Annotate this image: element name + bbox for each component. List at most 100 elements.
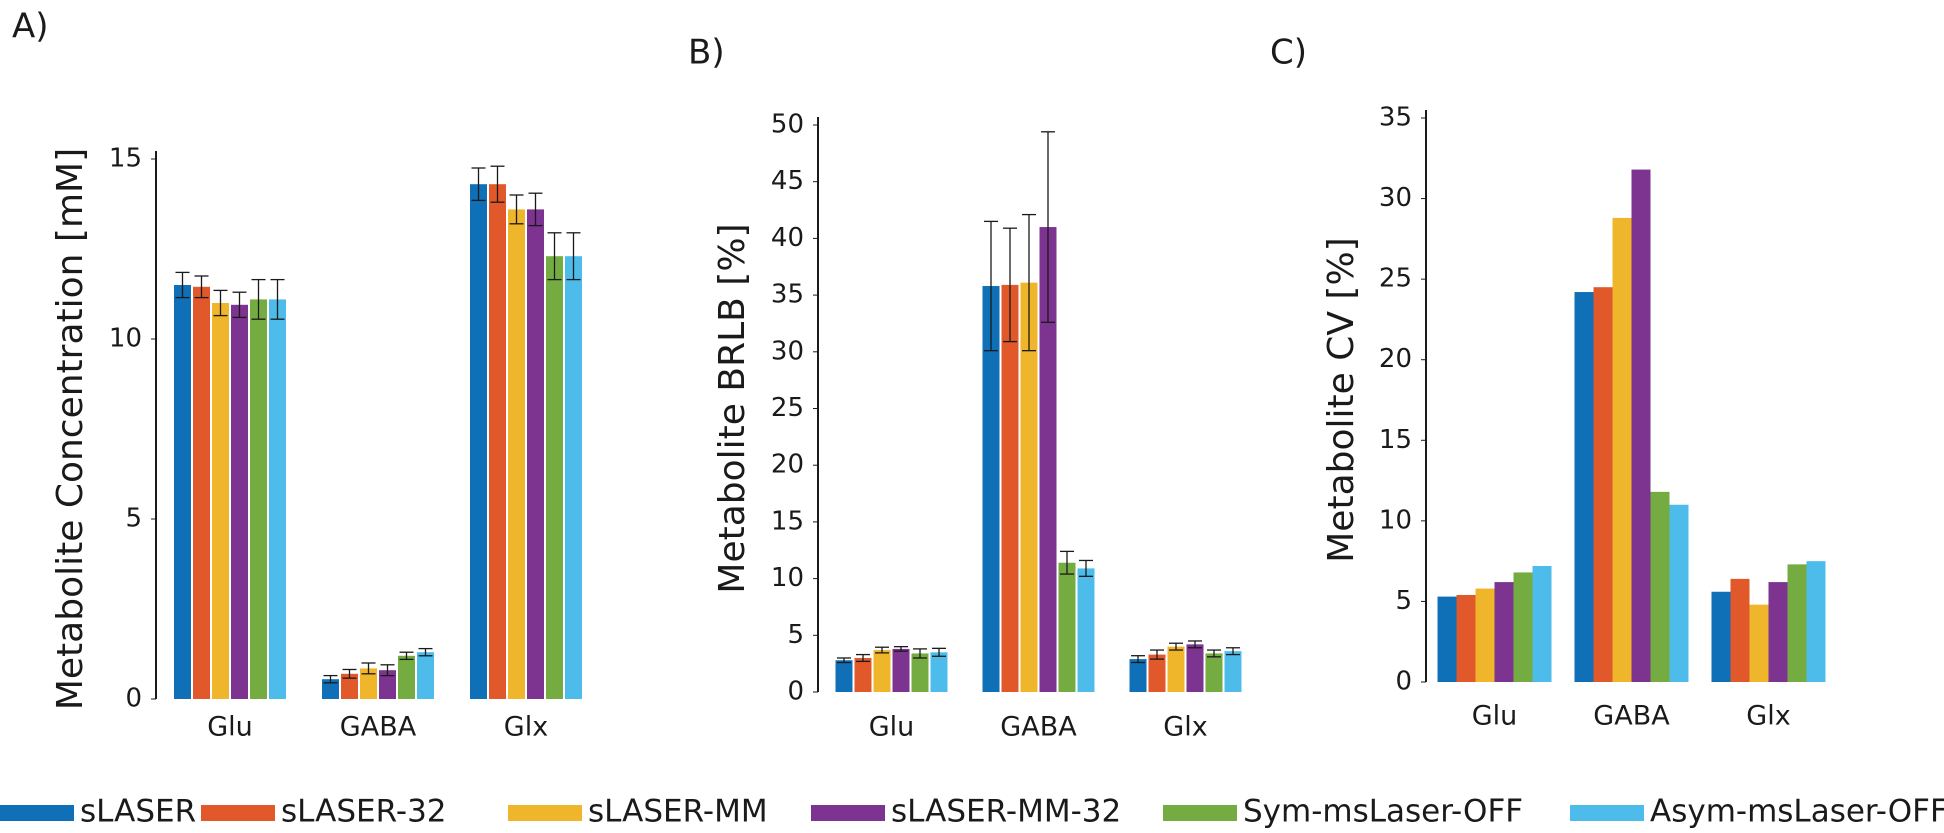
error-bar: [380, 664, 395, 677]
error-bar: [1150, 649, 1164, 660]
y-tick-label: 15: [109, 144, 142, 174]
x-tick-label: Glu: [1472, 701, 1518, 732]
error-bar: [1226, 647, 1240, 656]
bar: [1039, 227, 1057, 692]
bar: [1513, 572, 1533, 682]
error-bar: [399, 651, 414, 661]
y-tick-label: 30: [771, 336, 804, 366]
error-bar: [894, 645, 908, 652]
bar: [1167, 646, 1185, 692]
legend-label: sLASER-MM: [588, 794, 768, 830]
error-bar: [1041, 131, 1055, 323]
y-axis-label: Metabolite Concentration [mM]: [50, 148, 91, 710]
legend-swatch: [811, 805, 885, 821]
y-axis-label: Metabolite CV [%]: [1321, 237, 1362, 562]
error-bar: [213, 289, 228, 317]
error-bar: [932, 647, 946, 657]
error-bar: [232, 291, 247, 319]
y-tick-label: 40: [771, 223, 804, 253]
y-tick-label: 45: [771, 166, 804, 196]
bar: [1456, 594, 1476, 682]
bar: [835, 660, 853, 692]
bar: [212, 303, 229, 699]
y-tick-label: 15: [1379, 425, 1412, 455]
error-bar: [418, 647, 433, 657]
legend-label: Sym-msLaser-OFF: [1243, 794, 1523, 830]
legend-label: sLASER: [80, 794, 196, 830]
bar: [1711, 591, 1731, 682]
y-tick-label: 30: [1379, 183, 1412, 213]
bar: [1437, 596, 1457, 682]
y-tick-label: 25: [1379, 264, 1412, 294]
error-bar: [547, 232, 562, 281]
bar: [982, 286, 1000, 692]
y-tick-label: 5: [787, 620, 804, 650]
bar: [527, 209, 544, 699]
bar: [1186, 644, 1204, 692]
legend-swatch: [508, 805, 582, 821]
y-tick-label: 5: [125, 504, 142, 534]
error-bar: [856, 653, 870, 663]
bar: [1730, 578, 1750, 682]
x-tick-label: GABA: [340, 712, 417, 743]
bar: [873, 650, 891, 692]
bar: [1205, 653, 1223, 692]
bar: [174, 285, 191, 699]
x-tick-label: GABA: [1000, 712, 1077, 743]
bar: [911, 653, 929, 692]
bar: [360, 668, 377, 699]
panel-label: A): [12, 7, 49, 47]
error-bar: [837, 657, 851, 664]
bar: [1612, 217, 1632, 682]
bar: [565, 256, 582, 699]
y-tick-label: 25: [771, 393, 804, 423]
bar: [930, 652, 948, 692]
bar: [470, 184, 487, 699]
bar: [398, 655, 415, 699]
bar: [1532, 565, 1552, 682]
legend-label: sLASER-32: [281, 794, 447, 830]
y-tick-label: 10: [1379, 505, 1412, 535]
panel-label: C): [1270, 33, 1307, 73]
bar: [1494, 582, 1514, 682]
y-tick-label: 20: [1379, 344, 1412, 374]
legend-swatch: [1570, 805, 1644, 821]
bar: [1020, 282, 1038, 692]
bar: [1224, 651, 1242, 692]
x-tick-label: Glu: [207, 712, 253, 743]
y-tick-label: 35: [771, 280, 804, 310]
x-tick-label: GABA: [1593, 701, 1670, 732]
legend-label: Asym-msLaser-OFF: [1650, 794, 1944, 830]
y-tick-label: 5: [1395, 586, 1412, 616]
bar: [1001, 284, 1019, 692]
bar: [1631, 169, 1651, 682]
y-tick-label: 20: [771, 450, 804, 480]
error-bar: [1131, 655, 1145, 664]
bar: [1148, 654, 1166, 692]
error-bar: [913, 648, 927, 659]
error-bar: [194, 275, 209, 299]
error-bar: [1079, 559, 1093, 577]
bar: [269, 299, 286, 699]
error-bar: [175, 271, 190, 299]
y-tick-label: 10: [771, 563, 804, 593]
x-tick-label: Glu: [869, 712, 915, 743]
bar: [1650, 491, 1670, 682]
bar: [1593, 287, 1613, 682]
bar: [892, 648, 910, 692]
y-tick-label: 35: [1379, 103, 1412, 133]
x-tick-label: Glx: [504, 712, 548, 743]
bar: [1129, 659, 1147, 692]
bar: [341, 673, 358, 699]
y-tick-label: 15: [771, 506, 804, 536]
error-bar: [361, 662, 376, 675]
y-tick-label: 0: [1395, 667, 1412, 697]
error-bar: [875, 646, 889, 654]
error-bar: [1022, 213, 1036, 352]
bar: [546, 256, 563, 699]
error-bar: [323, 674, 338, 684]
bar: [1058, 562, 1076, 692]
bar: [1787, 564, 1807, 682]
bar: [193, 286, 210, 699]
